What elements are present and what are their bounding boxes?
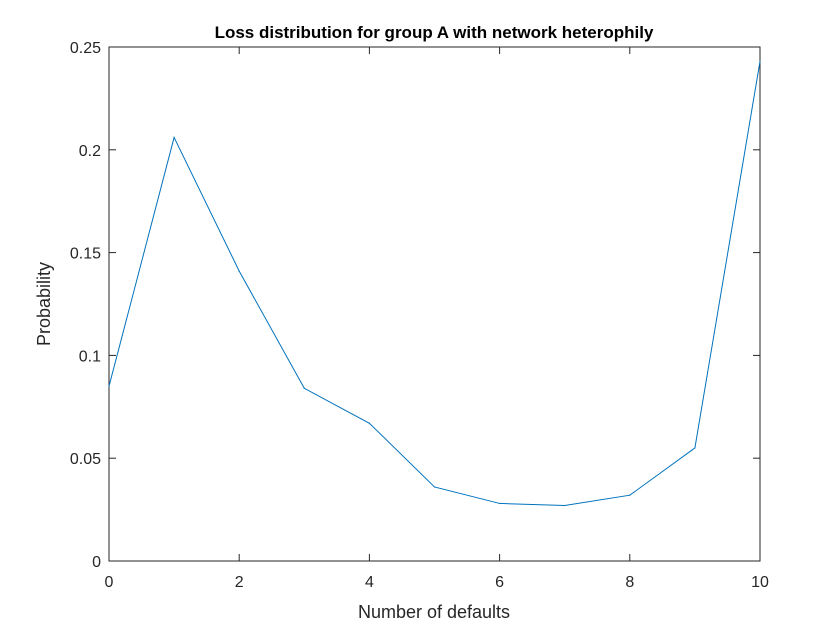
data-point — [173, 136, 175, 139]
data-point — [564, 504, 566, 507]
data-point — [759, 60, 761, 62]
x-tick-label: 6 — [495, 574, 504, 591]
x-tick-label: 4 — [365, 574, 374, 591]
y-axis: 0 0.05 0.1 0.15 0.2 0.25 — [70, 40, 760, 571]
data-point — [108, 385, 110, 387]
y-tick-label: 0 — [92, 554, 101, 571]
y-tick-label: 0.15 — [70, 246, 101, 263]
data-point — [694, 447, 696, 449]
plot-area — [108, 46, 761, 562]
y-tick-label: 0.2 — [79, 143, 101, 160]
data-point — [499, 502, 501, 505]
x-tick-label: 2 — [235, 574, 244, 591]
data-point — [238, 270, 240, 272]
x-axis: 0 2 4 6 8 10 — [105, 47, 769, 591]
y-axis-label: Probability — [34, 262, 54, 346]
x-tick-label: 8 — [625, 574, 634, 591]
series-line — [108, 61, 761, 506]
y-tick-label: 0.05 — [70, 451, 101, 468]
series-layer — [108, 60, 761, 507]
data-point — [368, 422, 370, 424]
y-tick-label: 0.25 — [70, 40, 101, 57]
x-tick-label: 10 — [751, 574, 769, 591]
data-point — [303, 387, 305, 389]
data-point — [629, 494, 631, 496]
x-axis-label: Number of defaults — [358, 602, 510, 622]
chart-title: Loss distribution for group A with netwo… — [215, 23, 654, 42]
x-tick-label: 0 — [105, 574, 114, 591]
y-tick-label: 0.1 — [79, 348, 101, 365]
data-point — [433, 486, 436, 488]
